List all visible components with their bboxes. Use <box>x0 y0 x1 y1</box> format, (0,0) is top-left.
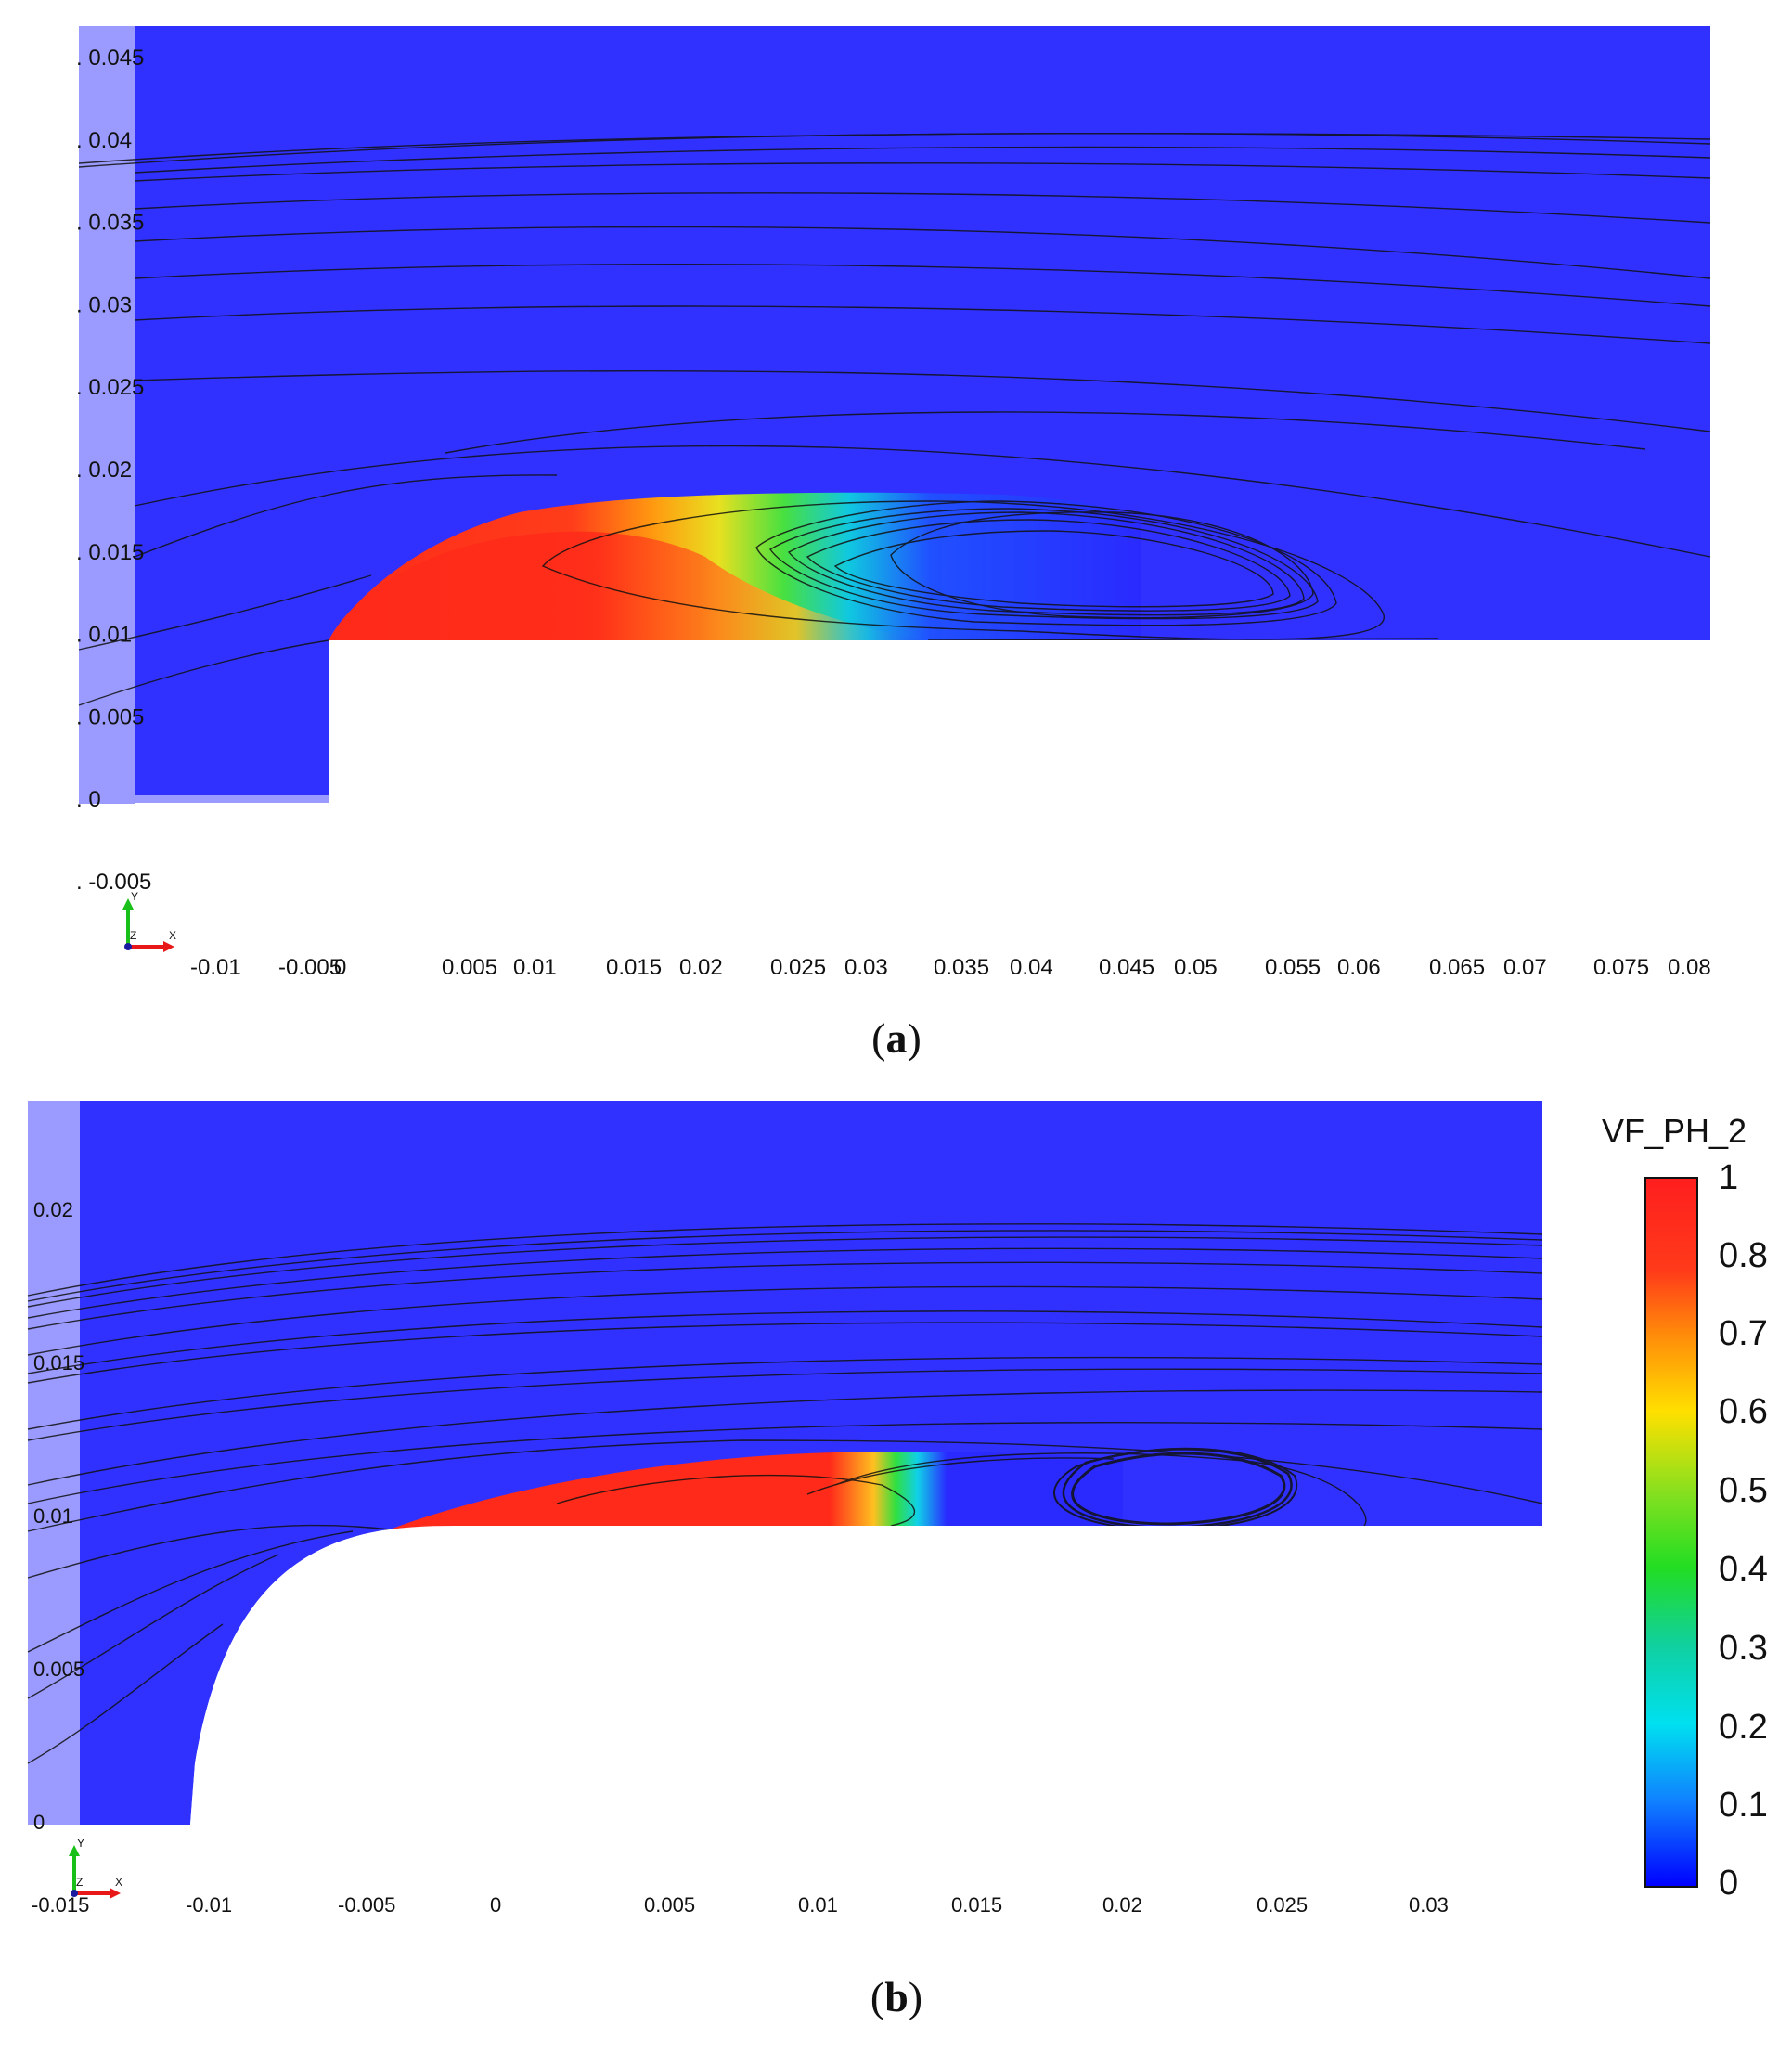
y-tick-label: . 0.015 <box>76 540 144 565</box>
y-tick-label: . -0.005 <box>76 870 151 895</box>
y-tick-label: . 0.035 <box>76 211 144 236</box>
y-tick-label: 0.02 <box>33 1198 73 1221</box>
legend-tick-label: 0.6 <box>1719 1392 1768 1431</box>
x-tick-label: 0.015 <box>951 1893 1002 1916</box>
x-tick-label: -0.005 <box>278 955 342 980</box>
svg-text:Y: Y <box>77 1837 84 1850</box>
x-tick-label: 0.025 <box>1257 1893 1308 1916</box>
svg-text:Z: Z <box>130 929 136 942</box>
legend-tick-label: 0 <box>1719 1864 1739 1903</box>
streamlines-b <box>27 1223 1543 1764</box>
legend-tick-label: 0.5 <box>1719 1471 1768 1510</box>
x-tick-label: 0.075 <box>1593 955 1649 980</box>
x-tick-label: 0.01 <box>798 1893 838 1916</box>
y-tick-label: 0.015 <box>33 1351 84 1374</box>
x-tick-label: 0.045 <box>1099 955 1154 980</box>
x-tick-label: 0 <box>334 955 346 980</box>
x-tick-label: 0.065 <box>1429 955 1485 980</box>
y-axis-ticks-a: . 0.045 . 0.04 . 0.035 . 0.03 . 0.025 . 0.02.… <box>76 45 151 895</box>
y-tick-label: . 0.025 <box>76 375 144 400</box>
x-tick-label: 0.04 <box>1010 955 1053 980</box>
x-tick-label: 0.02 <box>1102 1893 1142 1916</box>
legend-tick-label: 0.7 <box>1719 1314 1768 1353</box>
axis-strip-a <box>79 26 135 804</box>
x-tick-label: 0.01 <box>513 955 557 980</box>
legend-colorbar <box>1644 1177 1698 1888</box>
y-tick-label: . 0.01 <box>76 623 132 648</box>
y-tick-label: 0 <box>33 1811 45 1834</box>
svg-text:Y: Y <box>131 890 138 903</box>
x-tick-label: 0.03 <box>844 955 888 980</box>
x-tick-label: -0.01 <box>190 955 241 980</box>
legend-tick-label: 0.1 <box>1719 1786 1768 1825</box>
axis-triad-a: Y Z X <box>122 890 176 952</box>
legend-tick-label: 0.3 <box>1719 1629 1768 1668</box>
x-tick-label: 0.08 <box>1668 955 1711 980</box>
svg-text:X: X <box>115 1876 122 1889</box>
x-tick-label: 0.005 <box>442 955 497 980</box>
panel-a-plot: . 0.045 . 0.04 . 0.035 . 0.03 . 0.025 . 0.02.… <box>76 26 1711 1002</box>
y-tick-label: 0.01 <box>33 1504 73 1528</box>
y-tick-label: . 0.02 <box>76 458 132 483</box>
x-tick-label: 0.055 <box>1265 955 1321 980</box>
legend-tick-label: 1 <box>1719 1158 1739 1197</box>
x-tick-label: 0.005 <box>644 1893 695 1916</box>
y-tick-label: . 0.03 <box>76 292 132 317</box>
y-axis-ticks-b: 0.02 0.015 0.01 0.005 0 <box>33 1198 84 1834</box>
y-tick-label: 0.005 <box>33 1658 84 1681</box>
x-tick-label: 0.015 <box>606 955 662 980</box>
x-tick-label: 0.035 <box>934 955 989 980</box>
x-tick-label: 0.07 <box>1503 955 1547 980</box>
caption-a: (a) <box>871 1014 922 1062</box>
streamlines-a <box>78 132 1711 706</box>
legend-tick-label: 0.4 <box>1719 1550 1768 1589</box>
y-tick-label: . 0.005 <box>76 704 144 729</box>
cavity-region-b <box>390 1452 1123 1529</box>
x-tick-label: -0.005 <box>338 1893 395 1916</box>
axis-strip-b <box>28 1101 80 1825</box>
y-tick-label: . 0.04 <box>76 128 132 153</box>
caption-b: (b) <box>870 1973 923 2020</box>
x-tick-label: -0.015 <box>32 1893 89 1916</box>
x-tick-label: 0.05 <box>1174 955 1218 980</box>
svg-text:Z: Z <box>76 1876 83 1889</box>
x-tick-label: -0.01 <box>186 1893 232 1916</box>
legend-title: VF_PH_2 <box>1602 1112 1747 1150</box>
y-tick-label: . 0 <box>76 787 101 812</box>
y-tick-label: . 0.045 <box>76 45 144 71</box>
x-tick-label: 0.03 <box>1409 1893 1449 1916</box>
legend-tick-label: 0.8 <box>1719 1236 1768 1275</box>
x-tick-label: 0.02 <box>679 955 723 980</box>
x-tick-label: 0 <box>490 1893 501 1916</box>
legend-tick-label: 0.2 <box>1719 1708 1768 1747</box>
x-axis-ticks-b: -0.015 -0.01 -0.005 0 0.005 0.01 0.015 0.02 0.02… <box>32 1893 1449 1916</box>
axis-triad-b: Y Z X <box>69 1837 122 1899</box>
svg-text:X: X <box>169 929 176 942</box>
x-tick-label: 0.06 <box>1337 955 1381 980</box>
x-tick-label: 0.025 <box>770 955 826 980</box>
